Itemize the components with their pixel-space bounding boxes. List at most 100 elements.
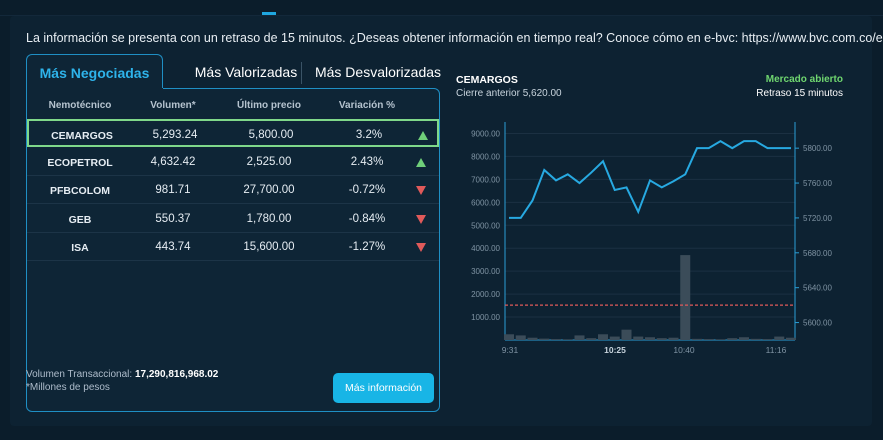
volume-tick-label: 1000.00 — [471, 313, 500, 322]
card-footer: Volumen Transaccional: 17,290,816,968.02… — [26, 368, 218, 394]
volume-bar — [515, 335, 526, 340]
arrow-down-icon — [416, 214, 426, 224]
volume-summary: Volumen Transaccional: 17,290,816,968.02 — [26, 368, 218, 381]
volume-bar — [750, 338, 761, 340]
volume-tick-label: 6000.00 — [471, 198, 500, 207]
active-tab-join — [27, 88, 163, 90]
volume-bar — [586, 338, 597, 340]
volume-tick-label: 3000.00 — [471, 267, 500, 276]
table-row[interactable]: CEMARGOS 5,293.24 5,800.00 3.2% — [27, 119, 439, 147]
volume-bar — [504, 334, 514, 340]
time-tick-label: 10:40 — [673, 345, 695, 355]
volume-note: *Millones de pesos — [26, 382, 110, 393]
price-tick-label: 5680.00 — [803, 249, 832, 258]
row-change: 2.43% — [350, 155, 384, 168]
arrow-up-icon — [418, 131, 428, 140]
volume-tick-label: 8000.00 — [471, 152, 500, 161]
price-tick-label: 5720.00 — [803, 214, 832, 223]
row-change: 3.2% — [355, 129, 383, 141]
price-tick-label: 5760.00 — [803, 179, 832, 188]
header-symbol: Nemotécnico — [48, 100, 112, 111]
header-change: Variación % — [338, 100, 396, 111]
row-price: 5,800.00 — [248, 129, 294, 141]
table-row[interactable]: PFBCOLOM 981.71 27,700.00 -0.72% — [27, 176, 439, 204]
delay-label: Retraso 15 minutos — [756, 88, 843, 99]
volume-bar — [656, 338, 667, 340]
row-price: 15,600.00 — [243, 241, 295, 253]
volume-bar — [633, 336, 644, 340]
market-status: Mercado abierto — [765, 74, 843, 85]
price-volume-chart[interactable]: 9000.00 8000.00 7000.00 6000.00 5000.00 4000.… — [450, 112, 850, 362]
volume-tick-label: 4000.00 — [471, 244, 500, 253]
ranking-tabs: Más Negociadas Más Valorizadas Más Desva… — [26, 54, 441, 90]
volume-tick-label: 9000.00 — [471, 129, 500, 138]
tab-divider — [301, 62, 302, 84]
row-price: 2,525.00 — [246, 155, 292, 168]
volume-bar — [715, 339, 726, 340]
row-price: 1,780.00 — [246, 212, 292, 225]
table-header: Nemotécnico Volumen* Último precio Varia… — [27, 89, 439, 119]
price-tick-label: 5600.00 — [803, 319, 832, 328]
volume-bar — [645, 337, 655, 340]
row-change: -0.84% — [348, 212, 386, 225]
previous-close: Cierre anterior 5,620.00 — [456, 88, 562, 99]
time-tick-label: 10:25 — [604, 345, 626, 355]
table-row[interactable]: GEB 550.37 1,780.00 -0.84% — [27, 205, 439, 233]
volume-label: Volumen Transaccional: — [26, 369, 133, 380]
volume-bar — [762, 339, 773, 340]
time-tick-label: 11:16 — [766, 345, 787, 355]
table-row[interactable]: ISA 443.74 15,600.00 -1.27% — [27, 233, 439, 261]
volume-tick-label: 7000.00 — [471, 175, 500, 184]
volume-bar — [551, 339, 561, 340]
volume-bar — [786, 337, 796, 340]
row-change: -1.27% — [348, 241, 386, 253]
header-volume: Volumen* — [150, 100, 196, 111]
volume-tick-label: 2000.00 — [471, 290, 500, 299]
arrow-down-icon — [416, 186, 426, 195]
volume-bar — [527, 337, 538, 340]
row-symbol: ISA — [71, 242, 89, 254]
row-volume: 5,293.24 — [152, 129, 198, 141]
top-tab-indicator — [262, 12, 276, 15]
volume-bar — [562, 339, 573, 340]
volume-bar — [668, 337, 679, 340]
row-price: 27,700.00 — [243, 184, 295, 196]
time-tick-label: 9:31 — [502, 345, 519, 355]
row-symbol: PFBCOLOM — [49, 185, 111, 197]
volume-bar — [703, 339, 714, 340]
volume-value: 17,290,816,968.02 — [134, 369, 219, 380]
tab-mas-desvalorizadas[interactable]: Más Desvalorizadas — [314, 64, 442, 80]
row-volume: 443.74 — [155, 241, 191, 253]
volume-bar — [739, 337, 749, 340]
row-change: -0.72% — [348, 184, 386, 196]
price-line — [509, 140, 791, 219]
row-volume: 550.37 — [155, 212, 191, 225]
delay-notice: La información se presenta con un retras… — [26, 31, 883, 45]
row-symbol: GEB — [68, 213, 92, 226]
tab-mas-negociadas[interactable]: Más Negociadas — [26, 54, 163, 90]
volume-bar — [539, 338, 550, 340]
row-volume: 981.71 — [155, 184, 191, 196]
volume-bar — [680, 255, 691, 340]
chart-symbol: CEMARGOS — [456, 74, 518, 86]
price-tick-label: 5640.00 — [803, 284, 832, 293]
row-symbol: CEMARGOS — [51, 130, 113, 142]
volume-bar — [621, 329, 632, 340]
arrow-up-icon — [416, 157, 426, 167]
more-info-button[interactable]: Más información — [333, 373, 434, 403]
table-row[interactable]: ECOPETROL 4,632.42 2,525.00 2.43% — [27, 148, 439, 176]
volume-bar — [574, 335, 585, 340]
tab-mas-valorizadas[interactable]: Más Valorizadas — [194, 64, 298, 80]
volume-tick-label: 5000.00 — [471, 221, 500, 230]
row-symbol: ECOPETROL — [47, 156, 113, 169]
top-divider — [0, 15, 883, 16]
volume-bar — [774, 336, 785, 340]
volume-bar — [598, 334, 608, 340]
price-tick-label: 5800.00 — [803, 144, 832, 153]
volume-bar — [609, 336, 620, 340]
volume-bar — [727, 338, 738, 340]
arrow-down-icon — [416, 243, 426, 252]
stocks-table-card: Nemotécnico Volumen* Último precio Varia… — [26, 88, 440, 412]
row-volume: 4,632.42 — [150, 155, 196, 168]
volume-bar — [692, 338, 702, 340]
